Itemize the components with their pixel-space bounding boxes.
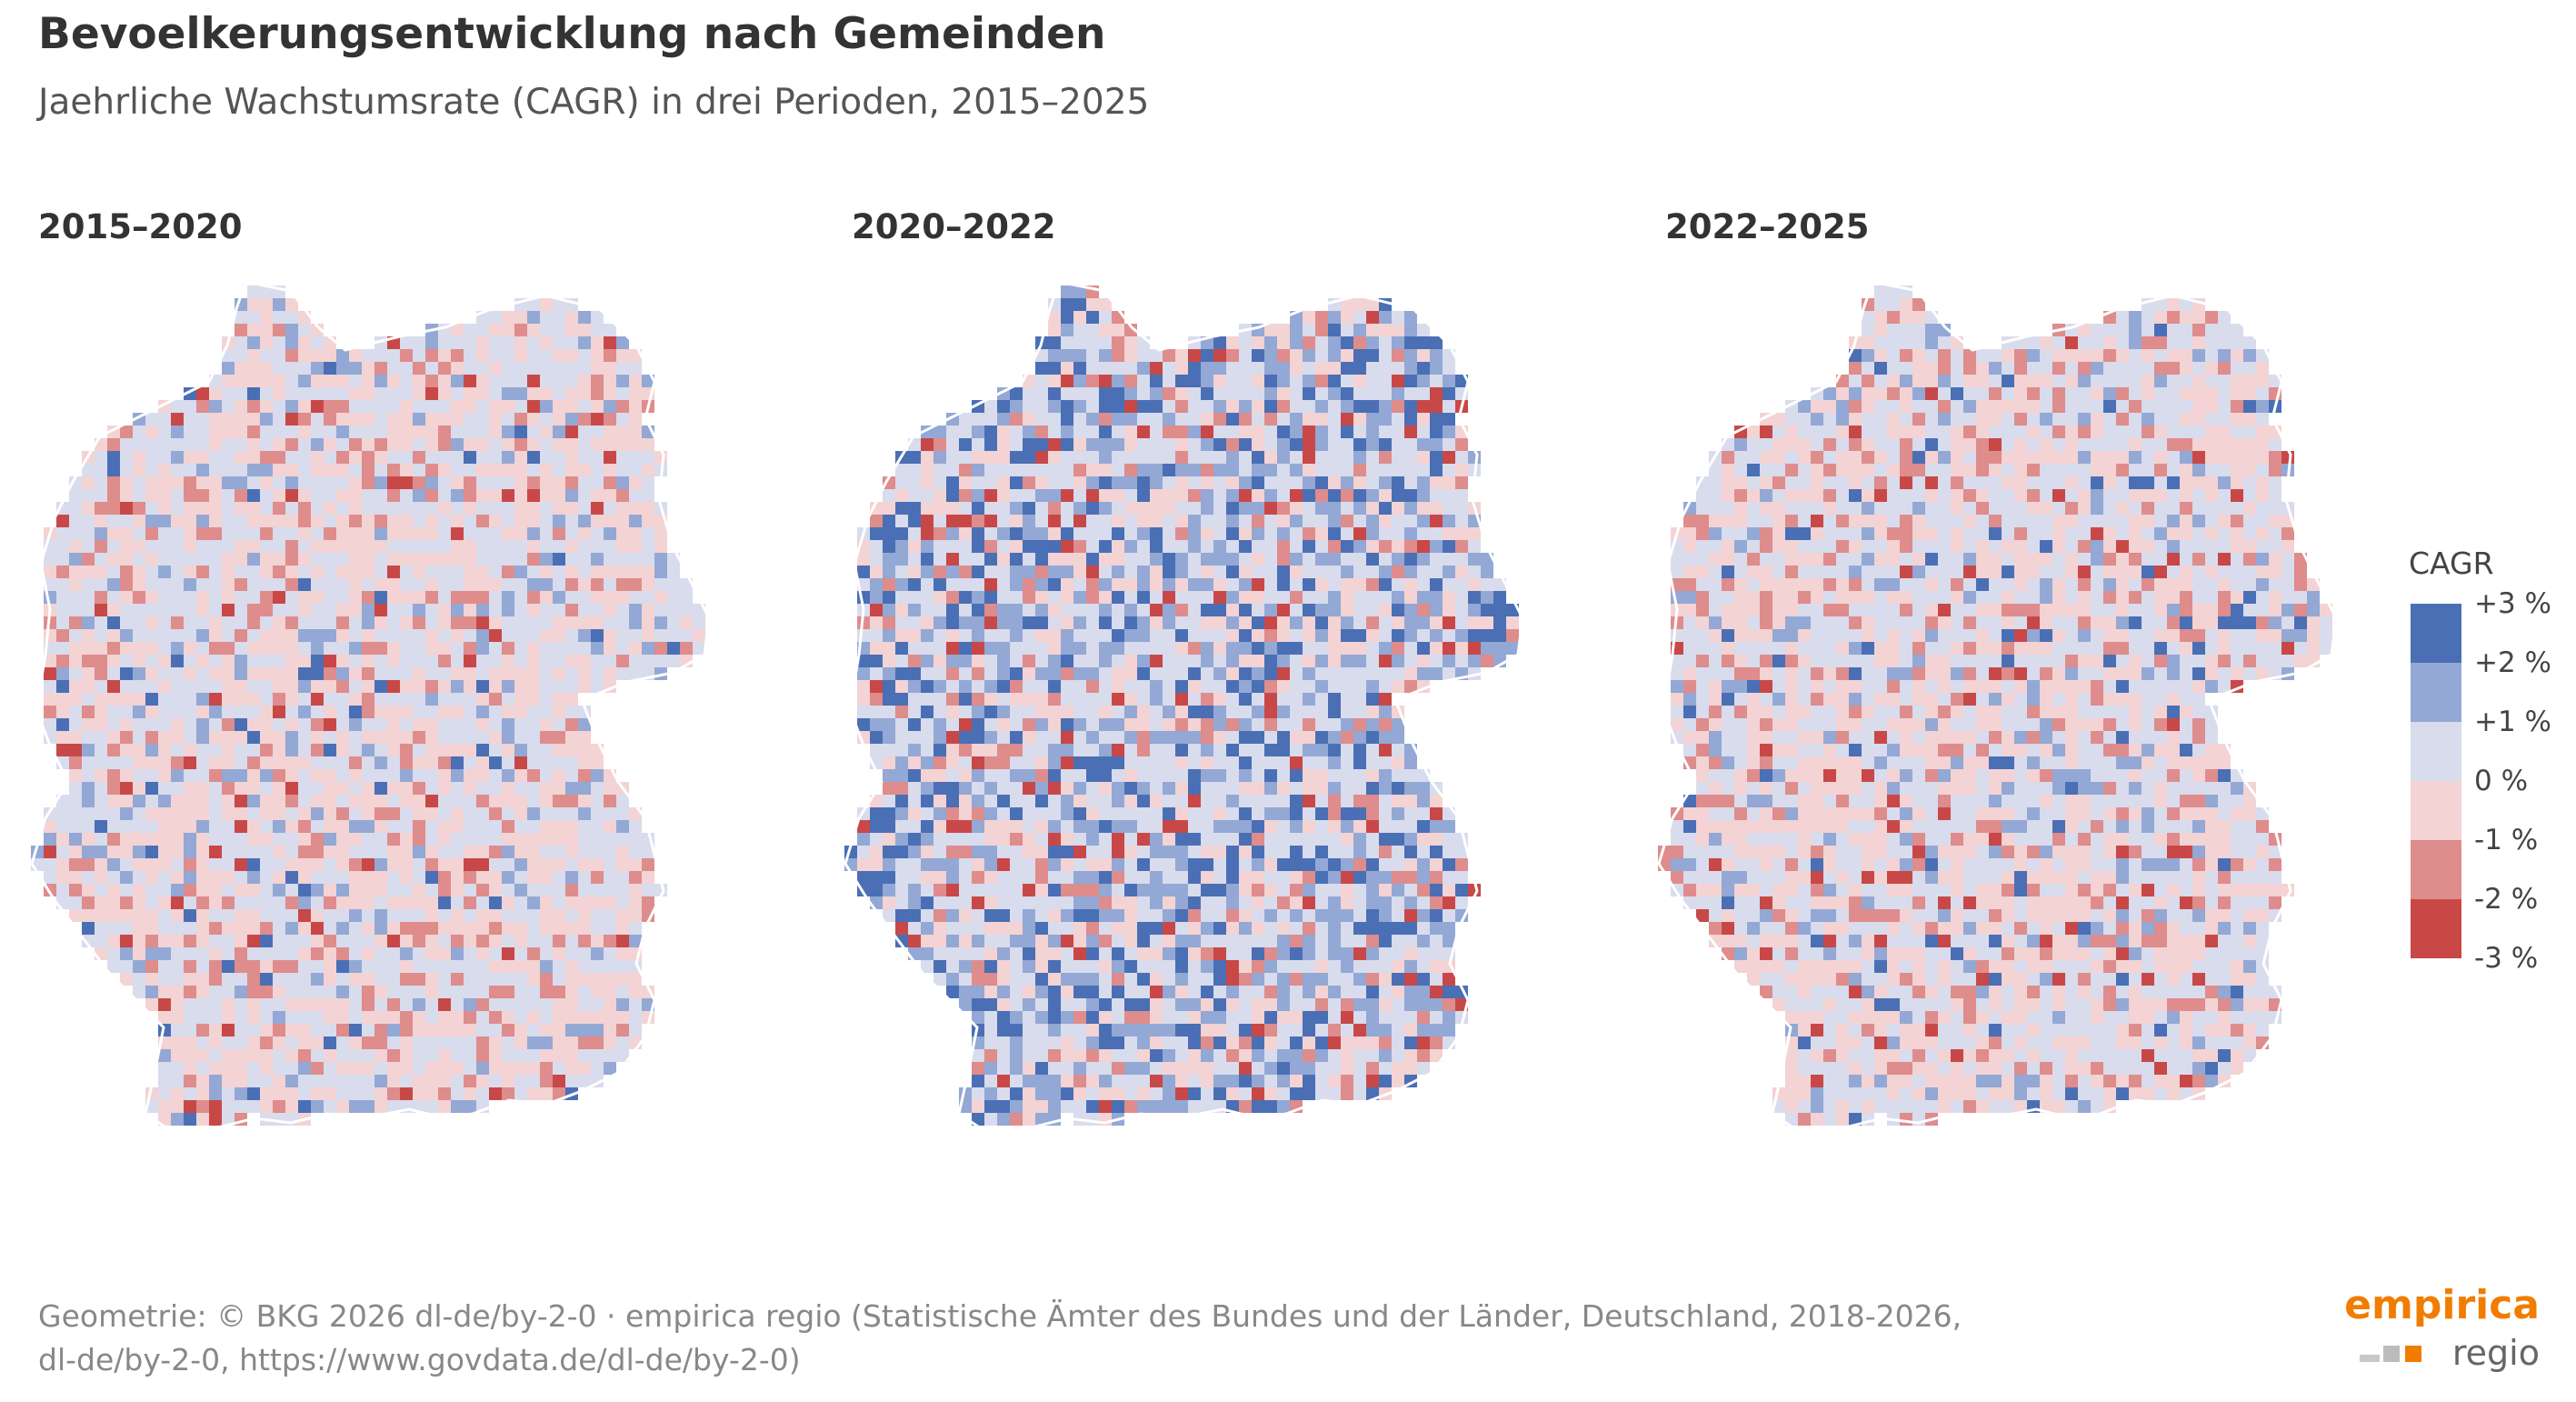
source-note-line-2: dl-de/by-2-0, https://www.govdata.de/dl-… — [38, 1342, 801, 1377]
legend-swatch-plus2 — [2411, 663, 2461, 722]
legend-swatch-minus2 — [2411, 840, 2461, 899]
choropleth-map-2015-2020 — [30, 280, 711, 1134]
panel-title-1: 2015–2020 — [38, 207, 243, 246]
source-note-line-1: Geometrie: © BKG 2026 dl-de/by-2-0 · emp… — [38, 1298, 1962, 1334]
panel-title-3: 2022–2025 — [1665, 207, 1870, 246]
legend-tick-zero: 0 % — [2474, 765, 2529, 797]
logo-brand-text: empirica — [2344, 1282, 2540, 1328]
logo-mark-gray-small — [2360, 1355, 2380, 1362]
logo-product-text: regio — [2451, 1333, 2540, 1373]
chart-title: Bevoelkerungsentwicklung nach Gemeinden — [38, 9, 1106, 59]
logo-mark-gray — [2383, 1346, 2400, 1362]
legend-tick-plus3: +3 % — [2474, 587, 2552, 620]
legend-swatch-minus1 — [2411, 781, 2461, 840]
legend-swatch-plus3 — [2411, 604, 2461, 663]
logo-mark-orange — [2405, 1346, 2421, 1362]
legend-tick-minus3: -3 % — [2474, 942, 2539, 975]
legend-tick-minus2: -2 % — [2474, 883, 2539, 916]
legend-tick-minus1: -1 % — [2474, 824, 2539, 856]
panel-title-2: 2020–2022 — [852, 207, 1056, 246]
legend-swatch-plus1 — [2411, 722, 2461, 781]
legend-title: CAGR — [2409, 546, 2494, 581]
legend-swatch-minus3 — [2411, 899, 2461, 958]
legend-tick-plus2: +2 % — [2474, 646, 2552, 679]
choropleth-map-2020-2022 — [844, 280, 1524, 1134]
legend-tick-plus1: +1 % — [2474, 706, 2552, 738]
choropleth-map-2022-2025 — [1657, 280, 2338, 1134]
chart-subtitle: Jaehrliche Wachstumsrate (CAGR) in drei … — [38, 82, 1150, 123]
